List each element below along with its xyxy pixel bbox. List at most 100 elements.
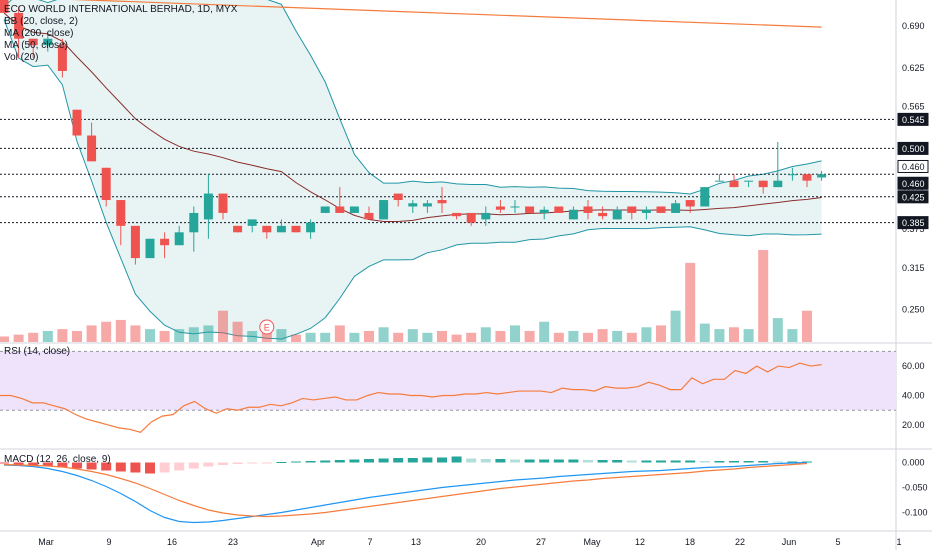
volume-bar: [320, 332, 331, 342]
macd-histogram-bar: [407, 458, 418, 463]
volume-bar: [57, 329, 68, 342]
macd-tick-label: -0.050: [902, 483, 928, 493]
macd-histogram-bar: [787, 461, 798, 463]
macd-histogram-bar: [247, 462, 258, 464]
candle-body: [247, 219, 257, 226]
price-tag: [897, 176, 929, 190]
candle-body: [568, 209, 578, 220]
rsi-line: [0, 362, 822, 433]
volume-bar: [145, 329, 155, 342]
candle-body: [0, 0, 9, 13]
macd-tick-label: 0.000: [902, 458, 925, 468]
volume-bar: [349, 332, 360, 342]
volume-bar: [758, 250, 769, 342]
macd-histogram-bar: [364, 459, 374, 463]
price-tick-label: 0.315: [902, 263, 925, 273]
macd-histogram-bar: [0, 462, 9, 464]
macd-histogram-bar: [378, 458, 389, 463]
macd-histogram-bar: [729, 461, 739, 463]
volume-bar: [539, 321, 550, 342]
volume-bar: [305, 332, 316, 342]
ma50-legend: MA (50, close): [4, 40, 68, 51]
time-axis-label: 20: [476, 537, 486, 547]
macd-histogram-bar: [349, 459, 360, 463]
candle-body: [627, 206, 637, 213]
time-axis-label: Apr: [311, 537, 325, 547]
price-tag: [897, 190, 929, 204]
macd-histogram-bar: [86, 462, 97, 470]
volume-bar: [612, 330, 623, 342]
volume-bar: [495, 330, 506, 342]
price-tag-label: 0.500: [902, 144, 925, 154]
volume-bar: [261, 332, 272, 342]
macd-histogram-bar: [553, 459, 564, 463]
candle-body: [379, 200, 389, 220]
macd-histogram-bar: [437, 457, 447, 463]
macd-histogram-bar: [597, 460, 608, 463]
time-axis-label: 13: [411, 537, 421, 547]
earnings-marker-label: E: [264, 323, 270, 333]
candle-body: [656, 206, 666, 213]
candle-body: [758, 180, 768, 188]
candle-body: [481, 212, 491, 220]
rsi-tick-label: 20.00: [902, 420, 925, 430]
volume-bar: [115, 319, 126, 342]
volume-bar: [218, 310, 228, 342]
price-tick-label: 0.250: [902, 305, 925, 315]
macd-histogram-bar: [510, 459, 520, 463]
volume-bar: [232, 321, 243, 342]
volume-bar: [729, 327, 739, 342]
candle-body: [685, 200, 695, 207]
macd-legend: MACD (12, 26, close, 9): [4, 454, 111, 465]
rsi-tick-label: 60.00: [902, 361, 925, 371]
macd-histogram-bar: [159, 462, 170, 473]
candle-body: [174, 232, 184, 246]
macd-histogram-bar: [626, 460, 637, 463]
volume-bar: [188, 327, 199, 342]
volume-bar: [597, 329, 608, 342]
macd-histogram-bar: [72, 462, 82, 469]
macd-histogram-bar: [218, 462, 228, 465]
volume-bar: [378, 327, 389, 342]
macd-histogram-bar: [583, 460, 593, 463]
macd-histogram-bar: [174, 462, 185, 471]
candle-body: [525, 206, 535, 213]
volume-bar: [802, 310, 812, 342]
candle-body: [130, 225, 140, 259]
candle-body: [802, 174, 812, 181]
candle-body: [145, 238, 155, 259]
macd-histogram-bar: [524, 459, 535, 463]
candle-body: [276, 225, 286, 233]
candle-body: [57, 45, 67, 71]
macd-histogram-bar: [641, 460, 652, 463]
earnings-marker-icon: [259, 319, 275, 335]
ma200-legend: MA (200, close): [4, 28, 74, 39]
candle-body: [641, 209, 651, 213]
volume-bar: [670, 310, 681, 342]
macd-line: [3, 461, 808, 524]
volume-bar: [583, 332, 593, 342]
volume-bar: [0, 336, 9, 342]
price-tag: [897, 216, 929, 230]
volume-bar: [524, 330, 535, 342]
candle-body: [452, 212, 462, 217]
candle-body: [510, 206, 520, 208]
time-axis-label: 7: [367, 537, 372, 547]
time-axis-label: 18: [685, 537, 695, 547]
volume-bar: [72, 330, 82, 342]
volume-bar: [174, 329, 185, 342]
macd-tick-label: -0.100: [902, 508, 928, 518]
macd-histogram-bar: [539, 459, 550, 463]
candle-body: [28, 38, 38, 46]
volume-bar: [743, 329, 754, 342]
volume-bar: [101, 321, 112, 342]
volume-bar: [291, 334, 301, 342]
volume-bar: [699, 323, 710, 342]
candle-body: [598, 212, 608, 217]
bb-fill: [4, 0, 822, 339]
candle-body: [364, 212, 374, 220]
macd-histogram-bar: [305, 461, 316, 463]
macd-histogram-bar: [42, 462, 53, 467]
volume-bar: [393, 332, 404, 342]
